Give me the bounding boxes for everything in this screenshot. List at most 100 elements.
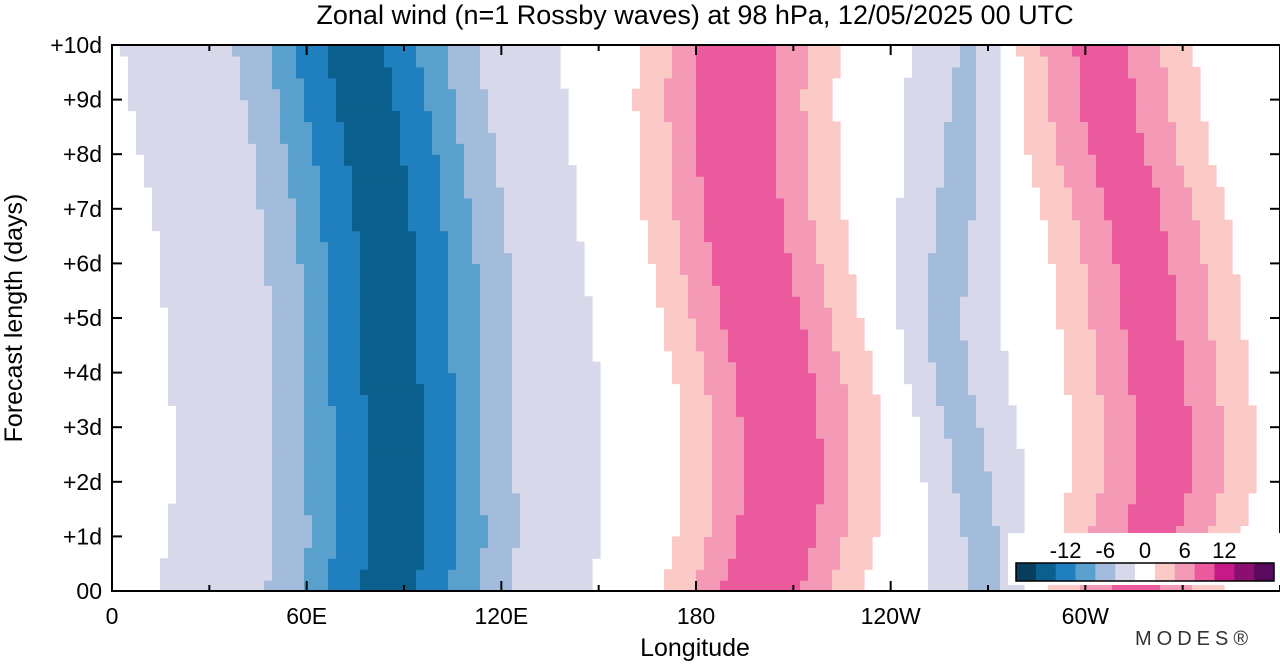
heatmap-cell — [680, 328, 689, 341]
heatmap-cell — [664, 307, 673, 319]
heatmap-cell — [1128, 176, 1137, 188]
heatmap-cell — [992, 449, 1001, 461]
heatmap-cell — [936, 197, 945, 210]
heatmap-cell — [504, 252, 513, 264]
heatmap-cell — [360, 558, 369, 570]
heatmap-cell — [1216, 318, 1225, 330]
heatmap-cell — [184, 372, 193, 385]
heatmap-cell — [952, 536, 961, 548]
heatmap-cell — [568, 416, 577, 428]
heatmap-cell — [408, 186, 417, 199]
heatmap-cell — [1088, 350, 1097, 363]
heatmap-cell — [976, 503, 985, 516]
heatmap-cell — [1112, 285, 1121, 297]
heatmap-cell — [816, 438, 825, 450]
heatmap-cell — [336, 536, 345, 548]
heatmap-cell — [840, 547, 849, 559]
heatmap-cell — [424, 580, 433, 591]
heatmap-cell — [1016, 470, 1025, 483]
heatmap-cell — [504, 296, 513, 308]
heatmap-cell — [288, 318, 297, 330]
heatmap-cell — [664, 219, 673, 232]
heatmap-cell — [352, 558, 361, 570]
heatmap-cell — [760, 197, 769, 210]
heatmap-cell — [576, 263, 585, 275]
heatmap-cell — [280, 449, 289, 461]
heatmap-cell — [456, 121, 465, 133]
heatmap-cell — [224, 350, 233, 363]
heatmap-cell — [432, 143, 441, 155]
heatmap-cell — [944, 459, 953, 472]
heatmap-cell — [688, 470, 697, 483]
heatmap-cell — [1176, 470, 1185, 483]
heatmap-cell — [816, 132, 825, 144]
heatmap-cell — [928, 307, 937, 319]
heatmap-cell — [1104, 176, 1113, 188]
heatmap-cell — [976, 110, 985, 123]
heatmap-cell — [488, 154, 497, 166]
heatmap-cell — [736, 481, 745, 494]
heatmap-cell — [368, 208, 377, 221]
heatmap-cell — [232, 350, 241, 363]
heatmap-cell — [232, 514, 241, 527]
heatmap-cell — [864, 350, 873, 363]
heatmap-cell — [992, 558, 1001, 570]
heatmap-cell — [472, 307, 481, 319]
heatmap-cell — [1104, 438, 1113, 450]
heatmap-cell — [808, 285, 817, 297]
heatmap-cell — [1112, 449, 1121, 461]
heatmap-cell — [552, 274, 561, 286]
heatmap-cell — [272, 328, 281, 341]
heatmap-cell — [280, 492, 289, 505]
heatmap-cell — [1208, 318, 1217, 330]
heatmap-cell — [200, 197, 209, 210]
heatmap-cell — [688, 165, 697, 177]
heatmap-cell — [592, 438, 601, 450]
heatmap-cell — [312, 307, 321, 319]
heatmap-cell — [808, 372, 817, 385]
heatmap-cell — [1120, 110, 1129, 123]
heatmap-cell — [400, 459, 409, 472]
heatmap-cell — [824, 350, 833, 363]
heatmap-cell — [544, 558, 553, 570]
heatmap-cell — [248, 252, 257, 264]
heatmap-cell — [424, 438, 433, 450]
heatmap-cell — [736, 186, 745, 199]
heatmap-cell — [760, 383, 769, 396]
heatmap-cell — [856, 492, 865, 505]
heatmap-cell — [264, 307, 273, 319]
heatmap-cell — [720, 208, 729, 221]
heatmap-cell — [424, 274, 433, 286]
heatmap-cell — [688, 350, 697, 363]
heatmap-cell — [336, 241, 345, 254]
heatmap-cell — [872, 470, 881, 483]
heatmap-cell — [232, 580, 241, 591]
heatmap-cell — [928, 219, 937, 232]
heatmap-cell — [184, 547, 193, 559]
heatmap-cell — [736, 263, 745, 275]
heatmap-cell — [688, 416, 697, 428]
heatmap-cell — [688, 176, 697, 188]
heatmap-cell — [216, 154, 225, 166]
heatmap-cell — [424, 525, 433, 537]
heatmap-cell — [1176, 361, 1185, 374]
heatmap-cell — [208, 525, 217, 537]
heatmap-cell — [1224, 383, 1233, 396]
heatmap-cell — [1208, 307, 1217, 319]
heatmap-cell — [248, 547, 257, 559]
heatmap-cell — [696, 416, 705, 428]
heatmap-cell — [832, 536, 841, 548]
heatmap-cell — [920, 165, 929, 177]
heatmap-cell — [1168, 208, 1177, 221]
heatmap-cell — [928, 449, 937, 461]
heatmap-cell — [312, 252, 321, 264]
heatmap-cell — [320, 481, 329, 494]
heatmap-cell — [1208, 470, 1217, 483]
heatmap-cell — [192, 143, 201, 155]
heatmap-cell — [1232, 405, 1241, 417]
heatmap-cell — [1192, 350, 1201, 363]
heatmap-cell — [1080, 165, 1089, 177]
heatmap-cell — [376, 121, 385, 133]
heatmap-cell — [816, 154, 825, 166]
heatmap-cell — [856, 339, 865, 352]
